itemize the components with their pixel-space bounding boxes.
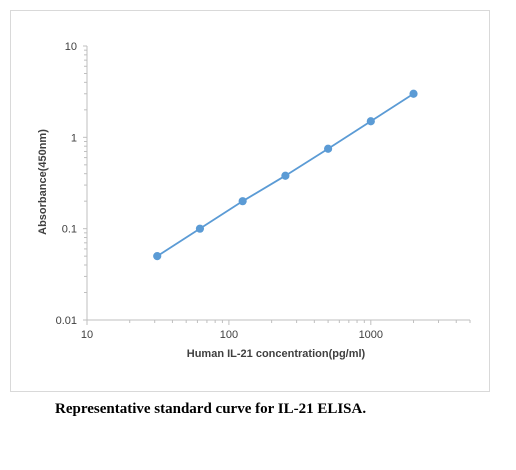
standard-curve-chart: 0.01 0.1 1 10 10 100 1000 Human IL-21 concentr…: [37, 41, 471, 360]
data-point: [366, 117, 375, 126]
plot-area: [153, 89, 418, 261]
data-point: [409, 89, 418, 98]
data-point: [238, 197, 247, 206]
y-tick-label: 0.01: [56, 315, 77, 327]
x-tick-label: 10: [81, 329, 93, 341]
x-axis-title: Human IL-21 concentration(pg/ml): [187, 348, 366, 360]
chart-frame: [10, 10, 490, 392]
y-axis-title: Absorbance(450nm): [37, 129, 49, 235]
y-tick-label: 1: [71, 132, 77, 144]
figure-caption: Representative standard curve for IL-21 …: [55, 401, 367, 417]
data-point: [281, 171, 290, 180]
x-tick-label: 100: [220, 329, 238, 341]
data-point: [195, 224, 205, 233]
data-point: [153, 252, 162, 261]
data-point: [323, 144, 333, 153]
y-tick-label: 10: [65, 41, 77, 53]
y-tick-label: 0.1: [62, 224, 77, 236]
x-tick-label: 1000: [359, 329, 383, 341]
axes: [83, 45, 471, 325]
tick-labels: 0.01 0.1 1 10 10 100 1000: [56, 41, 383, 341]
